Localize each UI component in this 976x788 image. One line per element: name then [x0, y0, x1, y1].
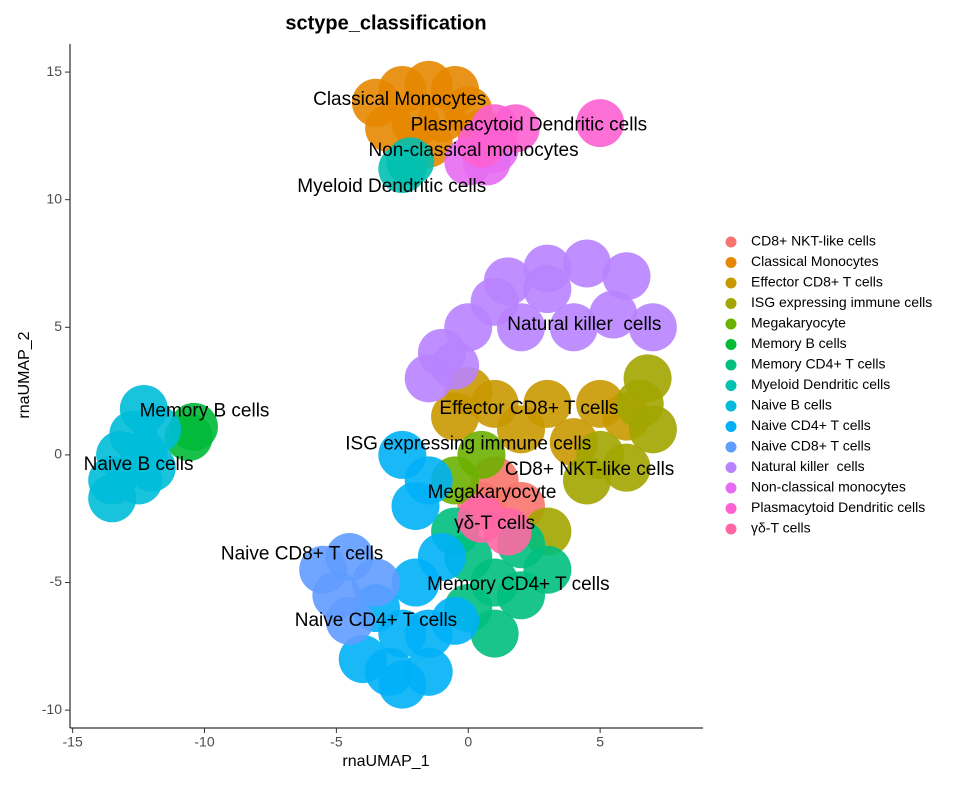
- y-tick-label: 0: [54, 446, 62, 462]
- legend-label: Memory CD4+ T cells: [751, 356, 885, 372]
- legend-label: CD8+ NKT-like cells: [751, 233, 876, 249]
- legend-label: Classical Monocytes: [751, 253, 879, 269]
- cluster-label: Naive CD8+ T cells: [221, 543, 383, 564]
- y-tick-label: -10: [42, 701, 62, 717]
- legend-key: [725, 421, 737, 432]
- x-tick-label: -5: [330, 734, 343, 750]
- point: [523, 265, 572, 314]
- legend-label: Memory B cells: [751, 335, 847, 351]
- legend-key: [725, 380, 737, 391]
- x-tick-label: -15: [63, 734, 83, 750]
- legend-key: [725, 298, 737, 309]
- points: [88, 60, 677, 709]
- legend-key: [725, 523, 737, 535]
- cluster-label: Non-classical monocytes: [368, 140, 578, 161]
- point: [431, 341, 480, 390]
- cluster-label: Megakaryocyte: [428, 482, 557, 503]
- x-tick-label: -10: [194, 734, 214, 750]
- point: [325, 596, 374, 645]
- point: [386, 137, 435, 186]
- cluster-label: Natural killer cells: [507, 314, 661, 335]
- legend-key: [725, 400, 737, 412]
- point: [576, 99, 625, 148]
- cluster-label: Myeloid Dendritic cells: [297, 176, 486, 197]
- point: [133, 405, 182, 454]
- point: [338, 635, 387, 684]
- cluster-label: Naive CD4+ T cells: [295, 610, 457, 631]
- legend-label: Naive CD8+ T cells: [751, 438, 871, 454]
- legend-key: [725, 359, 737, 371]
- y-tick-label: -5: [50, 573, 63, 589]
- point: [562, 239, 611, 288]
- legend-label: Megakaryocyte: [751, 315, 846, 331]
- point: [88, 474, 137, 523]
- point: [470, 277, 519, 326]
- x-tick-label: 5: [596, 734, 604, 750]
- point: [127, 443, 176, 492]
- legend-key: [725, 441, 737, 453]
- cluster-label: Effector CD8+ T cells: [439, 398, 618, 419]
- point: [457, 119, 506, 168]
- point: [576, 430, 625, 479]
- y-axis-label: rnaUMAP_2: [16, 331, 33, 418]
- legend-label: Myeloid Dendritic cells: [751, 376, 890, 392]
- point: [628, 303, 677, 352]
- cluster-label: ISG expressing immune cells: [345, 434, 591, 455]
- x-axis-label: rnaUMAP_1: [342, 753, 429, 770]
- chart-title: sctype_classification: [285, 12, 486, 34]
- point: [602, 252, 651, 301]
- legend-key: [725, 236, 737, 248]
- point: [404, 456, 453, 505]
- legend-label: Plasmacytoid Dendritic cells: [751, 499, 925, 515]
- legend-key: [725, 462, 737, 473]
- point: [378, 660, 427, 709]
- point: [351, 558, 400, 607]
- cluster-label: γδ-T cells: [454, 513, 535, 534]
- point: [431, 596, 480, 645]
- cluster-label: Naive B cells: [84, 454, 194, 475]
- legend-key: [725, 277, 737, 289]
- point: [549, 303, 598, 352]
- legend-key: [725, 339, 737, 350]
- point: [615, 379, 664, 428]
- cluster-label: CD8+ NKT-like cells: [505, 459, 674, 480]
- legend-key: [725, 318, 737, 330]
- cluster-label: Plasmacytoid Dendritic cells: [411, 115, 648, 136]
- point: [483, 507, 532, 556]
- cluster-label: Classical Monocytes: [313, 89, 486, 110]
- point: [589, 290, 638, 339]
- legend-key: [725, 503, 737, 514]
- y-tick-label: 5: [54, 318, 62, 334]
- point: [457, 430, 506, 479]
- cluster-label: Memory B cells: [140, 401, 270, 422]
- y-tick-label: 10: [46, 190, 62, 206]
- legend-label: Naive B cells: [751, 397, 832, 413]
- legend-label: Natural killer cells: [751, 458, 865, 474]
- legend-label: ISG expressing immune cells: [751, 294, 932, 310]
- legend-label: γδ-T cells: [751, 520, 811, 536]
- legend-label: Naive CD4+ T cells: [751, 417, 871, 433]
- legend-label: Non-classical monocytes: [751, 479, 906, 495]
- legend-label: Effector CD8+ T cells: [751, 274, 883, 290]
- point: [497, 405, 546, 454]
- x-tick-label: 0: [464, 734, 472, 750]
- point: [417, 533, 466, 581]
- point: [523, 545, 572, 594]
- legend-key: [725, 482, 737, 494]
- legend-key: [725, 257, 737, 268]
- y-tick-label: 15: [46, 63, 62, 79]
- cluster-label: Memory CD4+ T cells: [427, 574, 610, 595]
